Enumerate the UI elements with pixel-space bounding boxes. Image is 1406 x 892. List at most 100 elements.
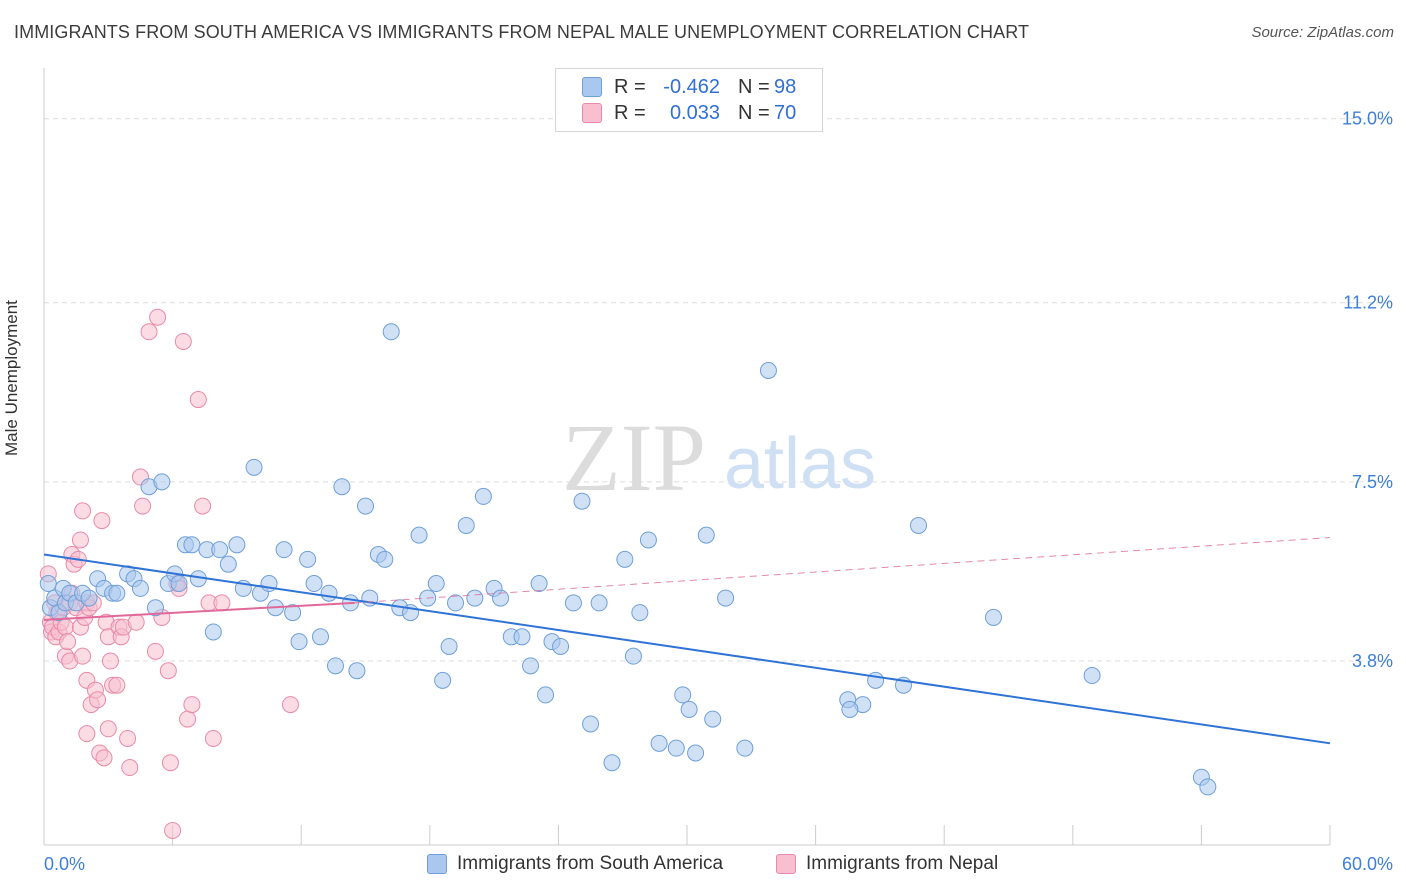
correlation-legend: R = -0.462 N = 98 R = 0.033 N = 70 xyxy=(555,68,823,132)
south-america-point xyxy=(211,541,229,559)
south-america-point xyxy=(320,584,338,602)
bottom-legend-swatch-pink xyxy=(776,854,796,874)
south-america-point xyxy=(513,628,531,646)
y-tick-label: 11.2% xyxy=(1343,293,1393,313)
bottom-legend-label: Immigrants from South America xyxy=(457,853,724,874)
nepal-point xyxy=(59,633,77,651)
nepal-point xyxy=(121,759,139,777)
south-america-point xyxy=(522,657,540,675)
south-america-point xyxy=(146,599,164,617)
legend-n-value: 98 xyxy=(774,75,797,98)
south-america-point xyxy=(333,478,351,496)
nepal-point xyxy=(179,710,197,728)
nepal-point xyxy=(204,729,222,747)
nepal-trend-line xyxy=(43,601,355,621)
legend-swatch-pink xyxy=(582,103,602,123)
nepal-point xyxy=(78,725,96,743)
south-america-point xyxy=(687,744,705,762)
nepal-point xyxy=(134,497,152,515)
south-america-point xyxy=(410,526,428,544)
south-america-point xyxy=(1083,667,1101,685)
south-america-point xyxy=(434,671,452,689)
south-america-point xyxy=(680,700,698,718)
nepal-point xyxy=(146,642,164,660)
south-america-point xyxy=(245,458,263,476)
y-tick-label: 15.0% xyxy=(1342,109,1393,129)
south-america-point xyxy=(290,633,308,651)
watermark-zip: ZIP xyxy=(562,404,706,511)
nepal-point xyxy=(174,332,192,350)
watermark: ZIP atlas xyxy=(562,404,876,511)
south-america-point xyxy=(427,575,445,593)
tick-labels: 3.8% 7.5% 11.2% 15.0% 0.0% 60.0% xyxy=(44,109,1393,874)
nepal-point xyxy=(161,754,179,772)
legend-r-value: 0.033 xyxy=(669,101,720,124)
bottom-legend-label: Immigrants from Nepal xyxy=(806,853,999,874)
south-america-trend-line xyxy=(43,553,1331,745)
south-america-point xyxy=(474,487,492,505)
south-america-point xyxy=(590,594,608,612)
bottom-legend-swatch-blue xyxy=(427,854,447,874)
legend-row-south-america: R = -0.462 N = 98 xyxy=(582,75,796,99)
legend-r-label: R = xyxy=(614,75,646,98)
south-america-point xyxy=(219,555,237,573)
nepal-point xyxy=(74,502,92,520)
legend-row-nepal: R = 0.033 N = 70 xyxy=(582,101,796,125)
nepal-point xyxy=(89,691,107,709)
south-america-point xyxy=(582,715,600,733)
nepal-point xyxy=(194,497,212,515)
south-america-point xyxy=(639,531,657,549)
nepal-point xyxy=(95,749,113,767)
legend-n-label: N = xyxy=(738,75,770,98)
nepal-point xyxy=(189,391,207,409)
nepal-point xyxy=(281,696,299,714)
nepal-point xyxy=(183,696,201,714)
south-america-point xyxy=(704,710,722,728)
nepal-point xyxy=(127,613,145,631)
south-america-point xyxy=(275,541,293,559)
trend-lines xyxy=(43,537,1331,745)
nepal-point xyxy=(71,531,89,549)
south-america-point xyxy=(624,647,642,665)
south-america-point xyxy=(492,589,510,607)
south-america-point xyxy=(759,362,777,380)
nepal-point xyxy=(149,308,167,326)
south-america-point xyxy=(841,700,859,718)
south-america-point xyxy=(183,536,201,554)
bottom-legend-nepal: Immigrants from Nepal xyxy=(776,852,998,876)
south-america-point xyxy=(631,604,649,622)
legend-n-value: 70 xyxy=(774,101,797,124)
y-tick-label: 3.8% xyxy=(1352,651,1393,671)
nepal-point xyxy=(164,821,182,839)
south-america-point xyxy=(305,575,323,593)
legend-swatch-blue xyxy=(582,77,602,97)
nepal-point xyxy=(74,647,92,665)
south-america-point xyxy=(228,536,246,554)
south-america-point xyxy=(299,550,317,568)
x-tick-label: 0.0% xyxy=(44,854,85,874)
south-america-point xyxy=(667,739,685,757)
south-america-point xyxy=(530,575,548,593)
nepal-point xyxy=(93,512,111,530)
watermark-atlas: atlas xyxy=(724,424,876,504)
south-america-point xyxy=(564,594,582,612)
nepal-point xyxy=(108,676,126,694)
south-america-point xyxy=(311,628,329,646)
south-america-point xyxy=(650,734,668,752)
nepal-point xyxy=(101,652,119,670)
south-america-point xyxy=(440,637,458,655)
nepal-point xyxy=(140,323,158,341)
south-america-point xyxy=(348,662,366,680)
south-america-point xyxy=(284,604,302,622)
south-america-point xyxy=(573,492,591,510)
south-america-point xyxy=(80,589,98,607)
south-america-point xyxy=(674,686,692,704)
nepal-point xyxy=(56,618,74,636)
south-america-point xyxy=(717,589,735,607)
south-america-point xyxy=(984,608,1002,626)
grid-lines xyxy=(44,118,1392,662)
south-america-points xyxy=(39,323,1217,796)
nepal-points xyxy=(39,308,299,839)
south-america-point xyxy=(909,516,927,534)
